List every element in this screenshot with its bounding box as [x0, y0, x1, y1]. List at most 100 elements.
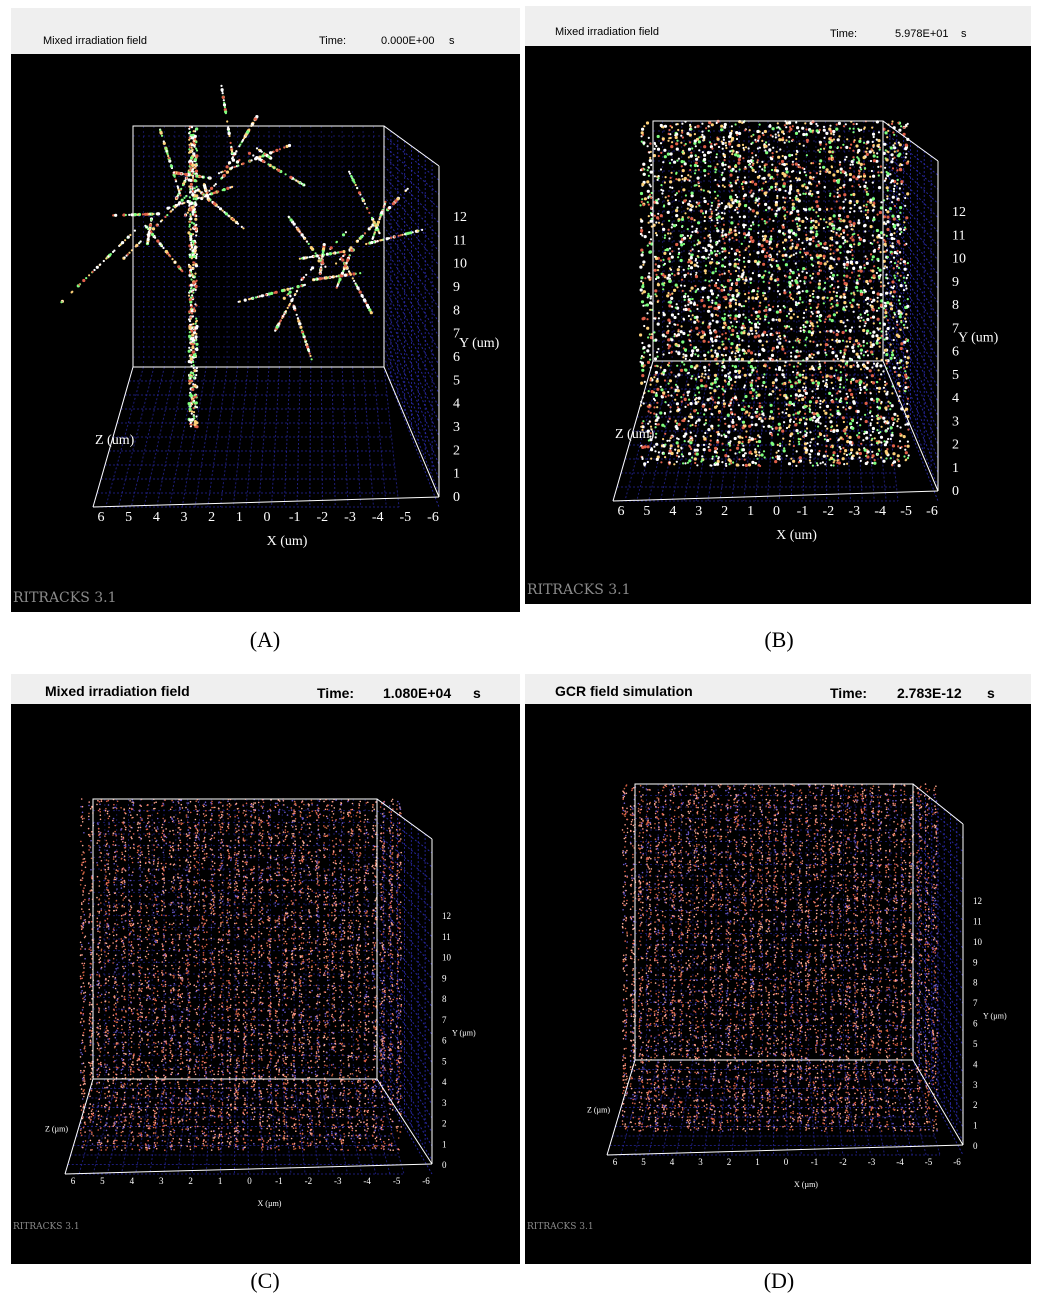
- panel-b-y-tick: 6: [952, 345, 959, 360]
- panel-d-y-tick: 9: [973, 957, 978, 967]
- panel-a-x-axis-label: X (um): [267, 534, 308, 549]
- panel-c-tracks: [79, 798, 403, 1151]
- panel-c-window: Mixed irradiation field Time: 1.080E+04 …: [11, 674, 520, 1264]
- panel-d-x-tick: 4: [670, 1157, 675, 1167]
- panel-d-x-tick: -2: [839, 1157, 847, 1167]
- panel-d-y-tick: 11: [973, 916, 982, 926]
- panel-a-x-tick: 1: [236, 510, 243, 525]
- panel-a-x-tick: 0: [264, 510, 271, 525]
- panel-d-x-tick: 0: [784, 1157, 789, 1167]
- panel-b-x-tick: 2: [721, 504, 728, 519]
- panel-b-y-tick: 4: [952, 391, 959, 406]
- panel-b-x-tick: 4: [669, 504, 676, 519]
- panel-c-x-tick: -1: [275, 1176, 283, 1186]
- panel-a-brand: RITRACKS 3.1: [13, 590, 117, 606]
- panel-a-y-axis-label: Y (um): [459, 336, 500, 351]
- panel-b-time-unit: s: [961, 28, 967, 40]
- panel-b-label: (B): [739, 627, 819, 653]
- panel-b-y-tick: 5: [952, 368, 959, 383]
- panel-a-y-tick: 3: [453, 420, 460, 435]
- panel-d-x-tick: 2: [727, 1157, 732, 1167]
- panel-d-grid: [606, 783, 964, 1156]
- panel-d-titlebar: GCR field simulation Time: 2.783E-12 s: [525, 674, 1031, 704]
- panel-c-y-axis-label: Y (µm): [452, 1029, 476, 1038]
- panel-b-viewport[interactable]: 12 11 10 9 8 7 6 5 4 3 2 1 0 6 5 4 3 2 1 0 -1 -2 -3 -4 -5 -6 X (um…: [525, 46, 1031, 604]
- panel-b-x-tick: 1: [747, 504, 754, 519]
- panel-c-x-tick: 3: [159, 1176, 164, 1186]
- panel-d-y-tick: 4: [973, 1059, 978, 1069]
- panel-a-tracks: [60, 84, 424, 429]
- panel-c-time-label: Time:: [317, 685, 354, 701]
- panel-a-grid: [92, 125, 440, 508]
- panel-c-y-tick: 5: [442, 1056, 447, 1066]
- panel-b-titlebar: Mixed irradiation field Time: 5.978E+01 …: [525, 6, 1031, 46]
- panel-a-frame: [92, 125, 440, 508]
- panel-b-x-tick: -4: [874, 504, 886, 519]
- panel-d-x-tick: -5: [925, 1157, 933, 1167]
- panel-d-y-tick: 1: [973, 1121, 978, 1131]
- panel-c-frame: [64, 798, 433, 1175]
- panel-a-x-tick: -5: [399, 510, 411, 525]
- panel-d-viewport[interactable]: 12 11 10 9 8 7 6 5 4 3 2 1 0 6 5 4 3 2 1 0 -1 -2 -3 -4 -5 -6 X (µm…: [525, 704, 1031, 1264]
- panel-a-y-tick: 11: [453, 233, 466, 248]
- panel-a-time-value: 0.000E+00: [381, 35, 435, 47]
- panel-d-y-tick: 8: [973, 978, 978, 988]
- panel-d-y-tick: 0: [973, 1141, 978, 1151]
- panel-a-label: (A): [225, 627, 305, 653]
- panel-b-y-tick: 10: [952, 252, 966, 267]
- panel-c-y-tick: 12: [442, 911, 451, 921]
- panel-b-grid: [612, 120, 939, 502]
- panel-b-y-tick: 0: [952, 484, 959, 499]
- panel-d-time-label: Time:: [830, 685, 867, 701]
- panel-b-y-tick: 8: [952, 298, 959, 313]
- panel-d-title: GCR field simulation: [555, 683, 693, 699]
- panel-c-x-tick: 0: [247, 1176, 252, 1186]
- panel-a-time-unit: s: [449, 35, 455, 47]
- panel-a-x-tick: 5: [125, 510, 132, 525]
- panel-c-box: [64, 798, 433, 1175]
- panel-c-x-tick: 6: [71, 1176, 76, 1186]
- panel-c-y-tick: 3: [442, 1098, 447, 1108]
- panel-b-y-tick: 2: [952, 438, 959, 453]
- panel-b-x-tick: 3: [695, 504, 702, 519]
- panel-d-x-tick: 1: [755, 1157, 760, 1167]
- panel-c-x-tick: 5: [100, 1176, 105, 1186]
- panel-a-x-tick: 4: [153, 510, 160, 525]
- panel-a-y-tick: 4: [453, 397, 460, 412]
- panel-a-x-tick: 2: [208, 510, 215, 525]
- panel-c-y-tick: 10: [442, 953, 452, 963]
- panel-c-y-tick: 4: [442, 1077, 447, 1087]
- panel-a-y-tick: 1: [453, 467, 460, 482]
- panel-a-x-tick: 6: [98, 510, 105, 525]
- panel-a-titlebar: Mixed irradiation field Time: 0.000E+00 …: [11, 8, 520, 54]
- panel-d-frame: [606, 783, 964, 1156]
- panel-a-window: Mixed irradiation field Time: 0.000E+00 …: [11, 8, 520, 612]
- panel-d-x-tick: 3: [698, 1157, 703, 1167]
- panel-d-y-tick: 6: [973, 1019, 978, 1029]
- panel-a-x-tick: -4: [372, 510, 384, 525]
- panel-c-x-tick: -2: [305, 1176, 313, 1186]
- panel-a-viewport[interactable]: 12 11 10 9 8 7 6 5 4 3 2 1 0 6 5 4 3 2 1 0 -1 -2 -3 -4 -5 -6 X (um…: [11, 54, 520, 612]
- panel-b-y-tick: 1: [952, 461, 959, 476]
- panel-c-x-tick: 2: [188, 1176, 193, 1186]
- panel-c-title: Mixed irradiation field: [45, 683, 190, 699]
- panel-b-frame: [612, 120, 939, 502]
- panel-c-viewport[interactable]: 12 11 10 9 8 7 6 5 4 3 2 1 0 6 5 4 3 2 1 0 -1 -2 -3 -4 -5 -6 X (µm…: [11, 704, 520, 1264]
- panel-a-title: Mixed irradiation field: [43, 35, 147, 47]
- panel-d-brand: RITRACKS 3.1: [527, 1222, 594, 1232]
- panel-c-y-tick: 0: [442, 1160, 447, 1170]
- panel-a-x-tick: -1: [289, 510, 301, 525]
- panel-b-x-tick: -2: [822, 504, 834, 519]
- panel-d-y-tick: 3: [973, 1080, 978, 1090]
- panel-a-y-tick: 5: [453, 373, 460, 388]
- panel-c-x-axis-label: X (µm): [258, 1199, 282, 1208]
- panel-c-time-unit: s: [473, 685, 481, 701]
- panel-a-x-tick: -2: [316, 510, 328, 525]
- panel-c-y-tick: 11: [442, 932, 451, 942]
- panel-b-y-tick: 3: [952, 414, 959, 429]
- panel-b-window: Mixed irradiation field Time: 5.978E+01 …: [525, 6, 1031, 604]
- panel-c-y-tick: 6: [442, 1036, 447, 1046]
- panel-a-y-tick: 0: [453, 490, 460, 505]
- panel-b-box: [612, 119, 939, 502]
